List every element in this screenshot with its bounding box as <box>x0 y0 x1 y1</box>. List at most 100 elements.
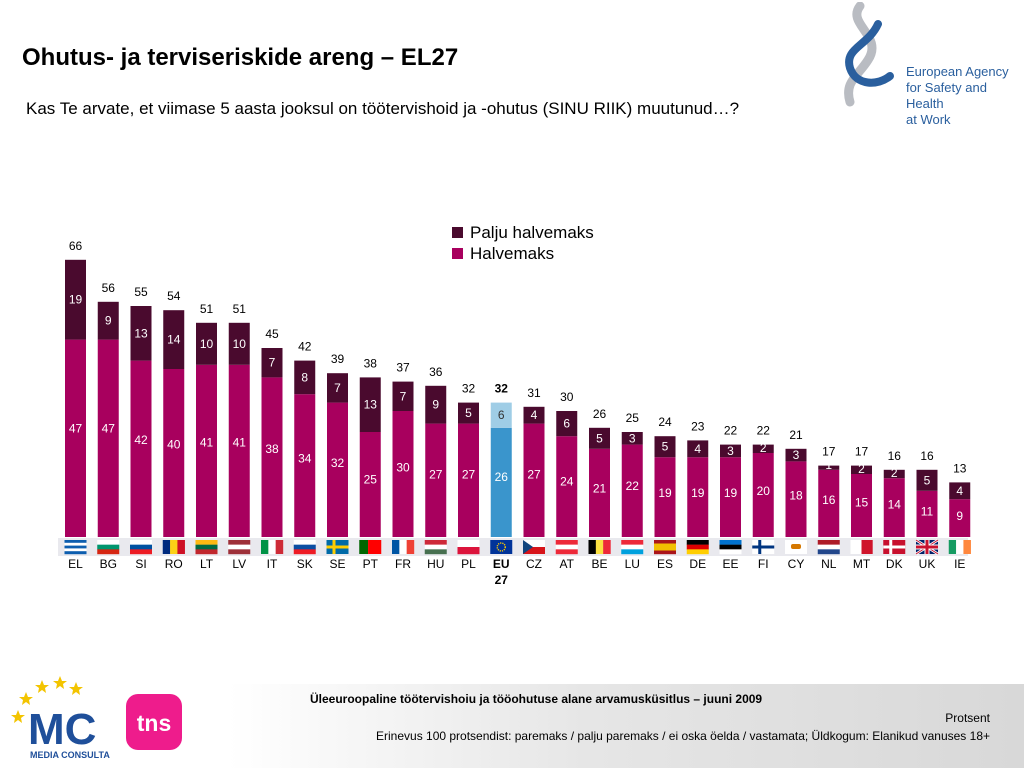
category-label-it-6: IT <box>267 557 278 571</box>
flag-nl-23-stripe <box>817 544 840 550</box>
value-label-halvemaks-ie-27: 9 <box>956 509 963 523</box>
category-label-lt-4: LT <box>200 557 214 571</box>
bar-palju-halvemaks-pl-12 <box>458 402 479 424</box>
total-label-lt-4: 51 <box>200 302 214 316</box>
value-label-palju-halvemaks-mt-24: 2 <box>858 462 865 476</box>
osha-ribbon-icon <box>844 1 894 107</box>
category-label-nl-23: NL <box>821 557 837 571</box>
value-label-halvemaks-lv-5: 41 <box>233 435 247 449</box>
category-label-uk-26: UK <box>919 557 936 571</box>
category-label-pt-9: PT <box>363 557 379 571</box>
bar-halvemaks-uk-26 <box>916 490 938 537</box>
bar-halvemaks-fi-21 <box>752 453 774 537</box>
total-label-pt-9: 38 <box>364 356 378 370</box>
value-label-palju-halvemaks-se-8: 7 <box>334 381 341 395</box>
flag-fr-10-stripe <box>406 540 415 554</box>
value-label-halvemaks-mt-24: 15 <box>855 495 869 509</box>
bar-palju-halvemaks-ro-3 <box>163 310 185 369</box>
bar-palju-halvemaks-fi-21 <box>752 444 774 453</box>
value-label-halvemaks-sk-7: 34 <box>298 451 312 465</box>
flag-ie-27-stripe <box>948 540 957 554</box>
value-label-palju-halvemaks-nl-23: 1 <box>825 458 832 472</box>
flag-at-15-stripe <box>555 540 578 545</box>
total-label-se-8: 39 <box>331 352 345 366</box>
value-label-halvemaks-de-19: 19 <box>691 486 705 500</box>
flag-el-0-stripe <box>64 551 87 555</box>
bar-palju-halvemaks-ee-20 <box>720 444 741 458</box>
total-label-ee-20: 22 <box>724 424 738 438</box>
total-label-sk-7: 42 <box>298 340 312 354</box>
value-label-palju-halvemaks-es-18: 5 <box>662 440 669 454</box>
category-label-ro-3: RO <box>165 557 183 571</box>
bar-palju-halvemaks-be-16 <box>589 427 610 449</box>
flag-si-2-stripe <box>130 540 152 545</box>
total-label-cy-22: 21 <box>789 428 803 442</box>
value-label-halvemaks-cz-14: 27 <box>527 468 541 482</box>
bar-palju-halvemaks-de-19 <box>687 440 709 458</box>
media-consulta-logo: MC MEDIA CONSULTA <box>4 672 116 762</box>
value-label-palju-halvemaks-ro-3: 14 <box>167 333 181 347</box>
bar-halvemaks-mt-24 <box>851 474 872 537</box>
category-label-hu-11: HU <box>427 557 444 571</box>
total-label-fr-10: 37 <box>396 361 410 375</box>
total-label-eu-13: 32 <box>495 382 509 396</box>
value-label-palju-halvemaks-be-16: 5 <box>596 431 603 445</box>
bar-palju-halvemaks-pt-9 <box>359 377 381 432</box>
value-label-halvemaks-fr-10: 30 <box>396 461 410 475</box>
flag-ie-27-stripe <box>956 540 964 554</box>
flag-ee-20-stripe <box>719 549 742 555</box>
flag-el-0-stripe <box>64 545 87 549</box>
flag-lu-17-stripe <box>621 540 644 545</box>
flag-es-18-stripe <box>654 540 676 544</box>
value-label-palju-halvemaks-lv-5: 10 <box>233 337 247 351</box>
category-label-dk-25: DK <box>886 557 903 571</box>
flag-bg-1-stripe <box>97 544 120 550</box>
category-label-eu-13: EU <box>493 557 510 571</box>
flag-si-2-stripe <box>130 549 152 555</box>
legend-item-halvemaks: Halvemaks <box>452 243 594 264</box>
value-label-halvemaks-pl-12: 27 <box>462 468 476 482</box>
bar-halvemaks-es-18 <box>654 457 676 537</box>
flag-nl-23-stripe <box>817 540 840 545</box>
value-label-palju-halvemaks-fi-21: 2 <box>760 441 767 455</box>
value-label-palju-halvemaks-uk-26: 5 <box>924 473 931 487</box>
flag-de-19-stripe <box>686 544 709 550</box>
bar-palju-halvemaks-mt-24 <box>851 465 872 474</box>
flag-sk-7-stripe <box>293 544 316 550</box>
total-label-ro-3: 54 <box>167 289 181 303</box>
value-label-palju-halvemaks-cy-22: 3 <box>793 448 800 462</box>
flag-hu-11-stripe <box>424 540 447 545</box>
flag-dk-25-cross <box>883 545 906 549</box>
osha-logo-line-1: European Agency <box>906 64 1009 79</box>
category-label-si-2: SI <box>135 557 146 571</box>
flag-be-16-stripe <box>603 540 611 554</box>
category-label-lv-5: LV <box>232 557 246 571</box>
legend-swatch-halvemaks <box>452 248 463 259</box>
value-label-halvemaks-el-0: 47 <box>69 421 83 435</box>
bar-palju-halvemaks-sk-7 <box>294 360 316 395</box>
flag-de-19-stripe <box>686 540 709 545</box>
bar-halvemaks-cz-14 <box>523 423 545 537</box>
stacked-bar-chart: 471966EL47956BG421355SI401454RO411051LT4… <box>58 239 971 587</box>
bar-halvemaks-bg-1 <box>97 339 119 537</box>
value-label-halvemaks-lu-17: 22 <box>626 479 640 493</box>
flag-cz-14-wedge <box>523 540 533 554</box>
category-label-se-8: SE <box>329 557 345 571</box>
value-label-halvemaks-nl-23: 16 <box>822 493 836 507</box>
category-label-lu-17: LU <box>625 557 640 571</box>
value-label-halvemaks-be-16: 21 <box>593 481 607 495</box>
bar-halvemaks-be-16 <box>589 448 610 537</box>
value-label-halvemaks-fi-21: 20 <box>757 484 771 498</box>
flag-mt-24-stripe <box>850 540 862 554</box>
category-label-eu-13: 27 <box>495 573 509 587</box>
value-label-halvemaks-at-15: 24 <box>560 475 574 489</box>
value-label-palju-halvemaks-ie-27: 4 <box>956 484 963 498</box>
flag-es-18-stripe <box>654 547 676 551</box>
value-label-palju-halvemaks-at-15: 6 <box>563 417 570 431</box>
bar-palju-halvemaks-ie-27 <box>949 482 971 500</box>
flag-ro-3-stripe <box>177 540 185 554</box>
value-label-palju-halvemaks-lt-4: 10 <box>200 337 214 351</box>
flag-lt-4-stripe <box>195 549 218 555</box>
total-label-mt-24: 17 <box>855 445 869 459</box>
bar-palju-halvemaks-lv-5 <box>228 322 250 365</box>
